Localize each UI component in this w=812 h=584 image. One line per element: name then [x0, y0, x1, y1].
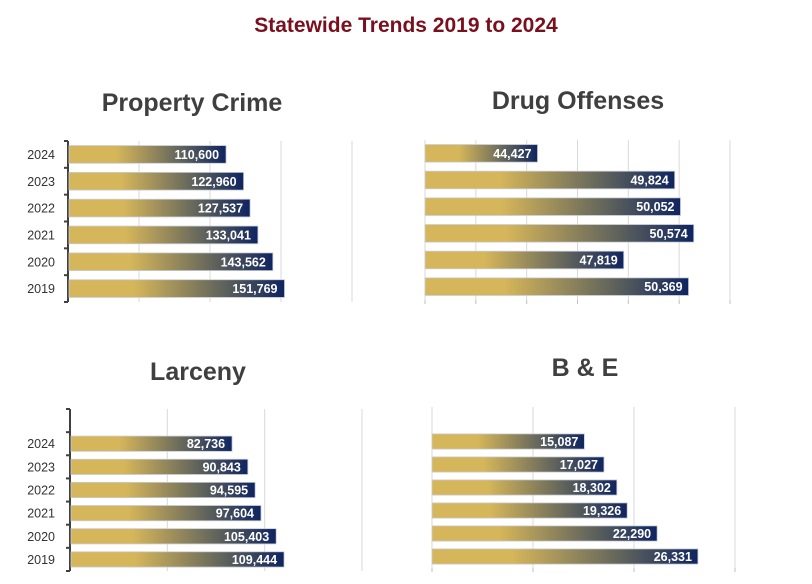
category-label-2024: 2024: [27, 148, 55, 162]
bar-2020: [424, 250, 625, 270]
bar-2021: [70, 505, 262, 522]
data-label-2024: 44,427: [493, 147, 531, 161]
bar-2022: [424, 197, 681, 216]
category-label-2022: 2022: [27, 202, 55, 216]
data-label-2022: 18,302: [573, 481, 611, 495]
bar-2022: [431, 479, 618, 496]
data-label-2021: 19,326: [583, 504, 621, 518]
data-label-2019: 109,444: [232, 553, 277, 567]
data-label-2023: 49,824: [630, 174, 668, 188]
data-label-2022: 50,052: [636, 200, 674, 214]
category-label-2021: 2021: [27, 228, 55, 242]
category-label-2023: 2023: [27, 460, 55, 474]
category-label-2023: 2023: [27, 175, 55, 189]
data-label-2020: 22,290: [613, 527, 651, 541]
bar-2023: [424, 170, 676, 190]
chart-title-larceny: Larceny: [150, 358, 246, 386]
chart-drug-offenses: 44,427 49,824 50,052 50,574 47,819 50,369: [424, 140, 731, 304]
category-label-2020: 2020: [27, 530, 55, 544]
bar-2021: [424, 224, 695, 243]
bar-2022: [70, 481, 256, 499]
category-label-2024: 2024: [27, 437, 55, 451]
chart-title-drug-offenses: Drug Offenses: [491, 87, 665, 115]
category-label-2022: 2022: [27, 484, 55, 498]
chart-larceny: 82,736 2024 90,843 2023 94,595 2022 97,604 2021…: [27, 408, 363, 572]
data-label-2023: 90,843: [203, 460, 241, 474]
data-label-2021: 50,574: [650, 227, 688, 241]
data-label-2019: 151,769: [232, 282, 277, 296]
category-label-2019: 2019: [27, 282, 55, 296]
bar-2021: [68, 225, 259, 245]
bar-2024: [70, 435, 233, 452]
bar-2023: [68, 171, 245, 191]
bar-2020: [68, 252, 274, 272]
data-label-2024: 110,600: [175, 148, 220, 162]
category-label-2020: 2020: [27, 255, 55, 269]
data-label-2021: 97,604: [216, 507, 254, 521]
chart-title-b-and-e: B & E: [551, 354, 619, 382]
data-label-2024: 82,736: [187, 437, 225, 451]
bar-2024: [431, 433, 585, 450]
data-label-2022: 94,595: [210, 484, 248, 498]
chart-title-property-crime: Property Crime: [101, 89, 283, 117]
chart-property-crime: 110,600 2024 122,960 2023 127,537 2022 133,041…: [27, 140, 353, 303]
data-label-2019: 50,369: [644, 280, 682, 294]
data-label-2021: 133,041: [206, 228, 251, 242]
bar-2019: [424, 277, 689, 296]
data-label-2024: 15,087: [540, 435, 578, 449]
bar-2020: [70, 528, 277, 545]
page-title: Statewide Trends 2019 to 2024: [254, 14, 558, 37]
category-label-2019: 2019: [27, 553, 55, 567]
data-label-2023: 122,960: [191, 175, 236, 189]
bar-2019: [70, 551, 285, 568]
bar-2019: [68, 279, 285, 298]
data-label-2020: 105,403: [224, 530, 269, 544]
bar-2020: [431, 525, 658, 542]
data-label-2022: 127,537: [198, 202, 243, 216]
data-label-2020: 47,819: [579, 254, 617, 268]
bar-2022: [68, 198, 251, 218]
data-label-2020: 143,562: [221, 255, 266, 269]
bar-2023: [431, 456, 605, 473]
bar-2021: [431, 502, 628, 519]
bar-2024: [424, 144, 538, 163]
data-label-2019: 26,331: [654, 550, 692, 564]
data-label-2023: 17,027: [560, 458, 598, 472]
category-label-2021: 2021: [27, 507, 55, 521]
bar-2019: [431, 548, 699, 565]
bar-2024: [68, 145, 227, 164]
bar-2023: [70, 458, 249, 475]
